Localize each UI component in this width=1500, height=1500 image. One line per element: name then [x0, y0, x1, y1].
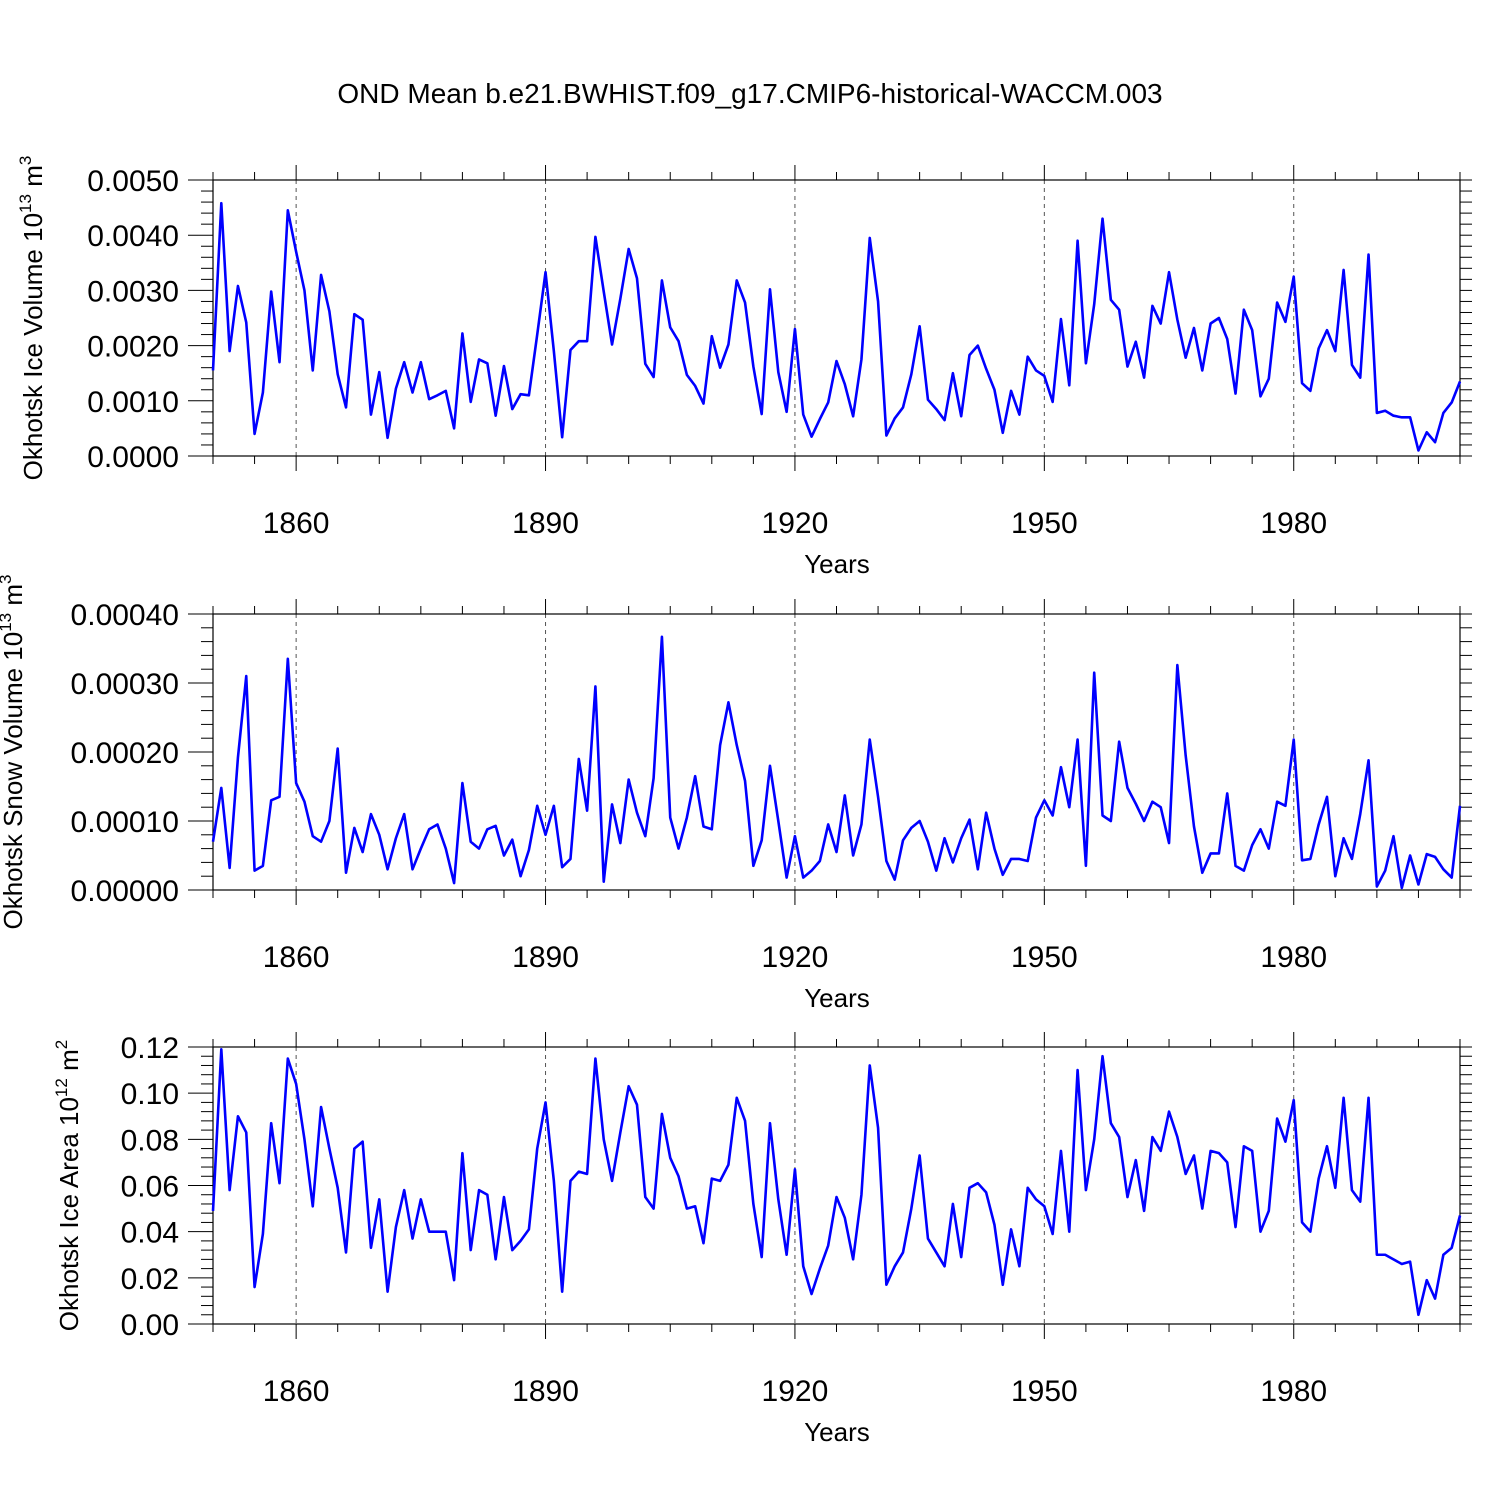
y-axis-label-exponent: 13	[16, 194, 35, 213]
plot-frame	[212, 179, 1461, 457]
x-tick-label: 1980	[1260, 1375, 1327, 1408]
y-tick-label: 0.00030	[71, 668, 179, 701]
y-axis-label-unit: m	[54, 1049, 84, 1078]
plot-frame	[212, 1046, 1461, 1325]
y-axis-label: Okhotsk Ice Volume 1013 m3	[16, 156, 48, 481]
x-tick-label: 1980	[1260, 941, 1327, 974]
y-axis-label-unit-exponent: 2	[52, 1040, 71, 1049]
x-tick-label: 1890	[512, 1375, 579, 1408]
y-axis-label-unit-exponent: 3	[16, 156, 35, 165]
y-tick-label: 0.08	[121, 1124, 179, 1157]
x-tick-label: 1950	[1011, 507, 1078, 540]
y-tick-label: 0.0050	[87, 165, 179, 198]
y-tick-label: 0.00010	[71, 806, 179, 839]
y-axis-label-exponent: 12	[52, 1078, 71, 1097]
y-tick-label: 0.00	[121, 1309, 179, 1342]
y-axis-label-unit-exponent: 3	[0, 575, 15, 584]
y-tick-label: 0.00000	[71, 875, 179, 908]
y-tick-label: 0.00020	[71, 737, 179, 770]
y-tick-label: 0.0000	[87, 441, 179, 474]
x-tick-label: 1920	[762, 941, 829, 974]
y-axis-label: Okhotsk Ice Area 1012 m2	[52, 1040, 84, 1331]
x-axis-label: Years	[804, 549, 870, 579]
x-axis-label: Years	[804, 1417, 870, 1447]
x-tick-label: 1920	[762, 1375, 829, 1408]
x-tick-label: 1860	[263, 507, 330, 540]
figure-title: OND Mean b.e21.BWHIST.f09_g17.CMIP6-hist…	[337, 78, 1162, 109]
plot-frame	[212, 613, 1461, 891]
x-tick-label: 1860	[263, 941, 330, 974]
y-axis-label-text: Okhotsk Snow Volume 10	[0, 632, 28, 930]
series-line-ice-area	[211, 1048, 1462, 1317]
y-tick-label: 0.04	[121, 1217, 179, 1250]
y-tick-label: 0.10	[121, 1078, 179, 1111]
x-tick-label: 1890	[512, 941, 579, 974]
x-tick-label: 1890	[512, 507, 579, 540]
y-axis-label-text: Okhotsk Ice Area 10	[54, 1097, 84, 1331]
y-tick-label: 0.0030	[87, 275, 179, 308]
y-axis-label-unit: m	[0, 584, 28, 613]
x-tick-label: 1920	[762, 507, 829, 540]
x-axis-label: Years	[804, 983, 870, 1013]
y-tick-label: 0.02	[121, 1263, 179, 1296]
panel-ice-area: 0.00 0.02 0.04 0.06 0.08 0.10 0.12 1860 1890 1920…	[52, 1032, 1472, 1447]
x-tick-label: 1980	[1260, 507, 1327, 540]
y-tick-label: 0.00040	[71, 599, 179, 632]
y-tick-label: 0.0020	[87, 331, 179, 364]
y-axis-label: Okhotsk Snow Volume 1013 m3	[0, 575, 28, 930]
y-axis-label-exponent: 13	[0, 613, 15, 632]
x-tick-label: 1860	[263, 1375, 330, 1408]
panel-snow-volume: 0.00000 0.00010 0.00020 0.00030 0.00040 1860 1…	[0, 575, 1472, 1013]
series-line-snow-volume	[211, 635, 1462, 890]
y-axis-label-text: Okhotsk Ice Volume 10	[18, 213, 48, 480]
y-tick-label: 0.12	[121, 1032, 179, 1065]
panel-ice-volume: 0.0000 0.0010 0.0020 0.0030 0.0040 0.0050 1860…	[16, 156, 1472, 579]
y-axis-label-unit: m	[18, 165, 48, 194]
x-tick-label: 1950	[1011, 941, 1078, 974]
x-tick-label: 1950	[1011, 1375, 1078, 1408]
series-line-ice-volume	[211, 201, 1462, 452]
y-tick-label: 0.0010	[87, 386, 179, 419]
y-tick-label: 0.0040	[87, 220, 179, 253]
y-tick-label: 0.06	[121, 1171, 179, 1204]
